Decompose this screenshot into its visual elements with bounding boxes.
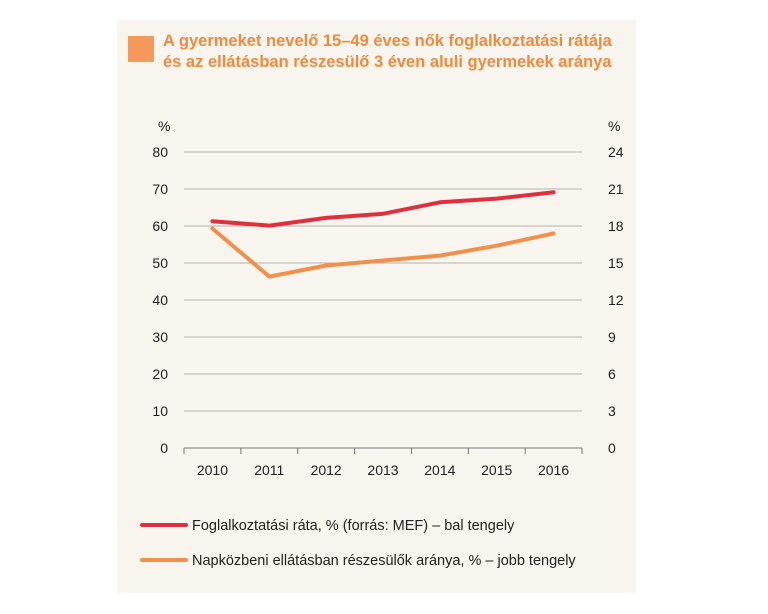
x-tick-label: 2011	[254, 462, 284, 478]
chart-title-line-2: és az ellátásban részesülő 3 éven aluli …	[163, 53, 612, 71]
chart-panel	[117, 20, 636, 593]
y-right-tick-label: 0	[608, 440, 616, 456]
x-tick-label: 2010	[197, 462, 228, 478]
series-line-2	[210, 226, 556, 279]
y-left-tick-label: 80	[152, 144, 168, 160]
y-right-tick-label: 18	[608, 218, 624, 234]
y-right-tick-label: 24	[608, 144, 624, 160]
y-left-tick-label: 0	[160, 440, 168, 456]
axes: 0 10 20 30 40 50 60 70 80 0 3 6 9 12 15 18 21 24% % 2010 201…	[152, 118, 623, 478]
chart-title-line-1: A gyermeket nevelő 15–49 éves nők foglal…	[163, 32, 612, 50]
x-tick-label: 2016	[538, 462, 569, 478]
legend-label-1: Foglalkoztatási ráta, % (forrás: MEF) – …	[192, 518, 515, 534]
chart-title: A gyermeket nevelő 15–49 éves nők foglal…	[163, 31, 633, 73]
y-left-unit-label: %	[158, 118, 170, 134]
y-right-tick-label: 3	[608, 403, 616, 419]
y-right-tick-label: 15	[608, 255, 624, 271]
y-left-tick-label: 10	[152, 403, 168, 419]
y-left-tick-label: 20	[152, 366, 168, 382]
y-left-tick-label: 60	[152, 218, 168, 234]
x-tick-label: 2012	[311, 462, 342, 478]
y-right-tick-label: 21	[608, 181, 624, 197]
series-line-1	[210, 190, 556, 228]
legend-label-2: Napközbeni ellátásban részesülők aránya,…	[192, 553, 576, 569]
y-right-tick-label: 9	[608, 329, 616, 345]
title-marker-square	[128, 36, 154, 62]
x-tick-label: 2013	[367, 462, 398, 478]
y-left-tick-label: 30	[152, 329, 168, 345]
x-tick-label: 2015	[481, 462, 512, 478]
x-tick-label: 2014	[424, 462, 455, 478]
y-left-tick-label: 70	[152, 181, 168, 197]
y-left-tick-label: 50	[152, 255, 168, 271]
y-right-tick-label: 6	[608, 366, 616, 382]
y-right-tick-label: 12	[608, 292, 624, 308]
y-right-unit-label: %	[608, 118, 620, 134]
series-lines	[210, 190, 556, 279]
grid-lines	[184, 151, 582, 412]
y-left-tick-label: 40	[152, 292, 168, 308]
legend: Foglalkoztatási ráta, % (forrás: MEF) – …	[140, 518, 576, 569]
